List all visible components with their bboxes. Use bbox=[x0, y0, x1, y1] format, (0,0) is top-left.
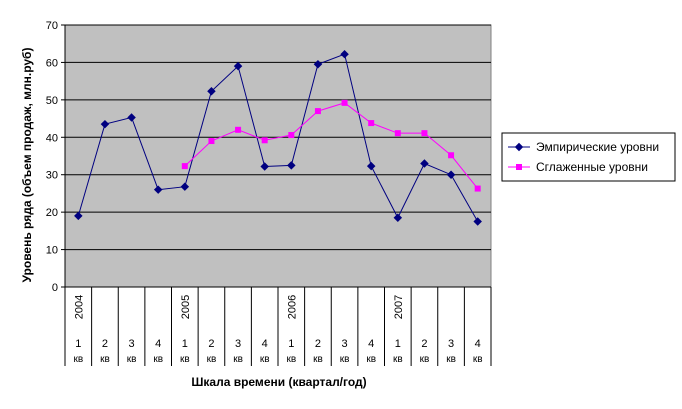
x-quarter-unit: кв bbox=[286, 354, 296, 365]
y-tick-label: 30 bbox=[46, 170, 58, 182]
data-point-empirical bbox=[260, 162, 269, 171]
data-point-empirical bbox=[393, 213, 403, 222]
x-quarter-label: 2 bbox=[315, 338, 321, 350]
y-tick-label: 20 bbox=[46, 207, 58, 219]
x-quarter-label: 4 bbox=[368, 338, 374, 350]
data-point-empirical bbox=[127, 113, 136, 122]
y-tick-label: 10 bbox=[46, 245, 58, 257]
y-tick-label: 50 bbox=[46, 95, 58, 107]
series-line-1 bbox=[184, 102, 479, 189]
data-point-smoothed bbox=[208, 138, 215, 145]
x-quarter-unit: кв bbox=[233, 354, 243, 365]
x-quarter-unit: кв bbox=[393, 354, 403, 365]
data-point-smoothed bbox=[394, 130, 401, 137]
data-point-smoothed bbox=[368, 120, 375, 127]
legend-marker-smoothed bbox=[516, 164, 522, 170]
y-tick-label: 70 bbox=[46, 20, 58, 32]
data-point-smoothed bbox=[448, 152, 455, 159]
legend-box bbox=[501, 132, 676, 182]
data-point-smoothed bbox=[421, 130, 428, 137]
y-axis: 0 10 20 30 40 50 60 70 bbox=[46, 20, 66, 294]
data-point-empirical bbox=[287, 161, 296, 170]
x-year-label: 2004 bbox=[73, 295, 85, 319]
x-quarter-label: 4 bbox=[262, 338, 268, 350]
plot-background bbox=[64, 24, 492, 288]
x-quarter-label: 1 bbox=[75, 338, 81, 350]
x-year-label: 2007 bbox=[393, 295, 405, 319]
x-quarter-label: 3 bbox=[342, 338, 348, 350]
data-point-empirical bbox=[233, 61, 243, 71]
data-point-empirical bbox=[340, 49, 349, 59]
gridlines bbox=[65, 24, 491, 251]
data-point-smoothed bbox=[181, 163, 188, 170]
x-quarter-unit: кв bbox=[420, 354, 430, 365]
series-line-0 bbox=[77, 53, 479, 222]
x-quarter-unit: кв bbox=[313, 354, 323, 365]
data-point-smoothed bbox=[288, 132, 295, 139]
series-layer bbox=[74, 49, 482, 226]
x-quarter-unit: кв bbox=[446, 354, 456, 365]
x-quarter-unit: кв bbox=[153, 354, 163, 365]
y-tick-label: 60 bbox=[46, 57, 58, 69]
x-quarter-label: 2 bbox=[102, 338, 108, 350]
data-point-smoothed bbox=[474, 185, 481, 192]
x-quarter-label: 1 bbox=[182, 338, 188, 350]
x-quarter-unit: кв bbox=[473, 354, 483, 365]
x-quarter-unit: кв bbox=[73, 354, 83, 365]
x-quarter-label: 4 bbox=[155, 338, 161, 350]
y-axis-title: Уровень ряда (объем продаж, млн.руб) bbox=[20, 48, 34, 283]
data-point-empirical bbox=[207, 87, 216, 96]
x-quarter-unit: кв bbox=[340, 354, 350, 365]
data-point-empirical bbox=[473, 217, 482, 226]
x-quarter-unit: кв bbox=[260, 354, 270, 365]
data-point-empirical bbox=[153, 185, 163, 194]
x-quarter-label: 4 bbox=[475, 338, 481, 350]
x-quarter-unit: кв bbox=[127, 354, 137, 365]
x-year-label: 2006 bbox=[286, 295, 298, 319]
data-point-empirical bbox=[420, 159, 429, 168]
legend-label-smoothed: Сглаженные уровни bbox=[536, 160, 648, 174]
plot-area bbox=[64, 24, 492, 288]
data-point-smoothed bbox=[314, 108, 321, 115]
data-point-smoothed bbox=[261, 137, 268, 144]
data-point-smoothed bbox=[341, 99, 348, 106]
x-year-label: 2005 bbox=[180, 295, 192, 319]
y-tick-label: 40 bbox=[46, 132, 58, 144]
data-point-empirical bbox=[366, 161, 376, 171]
x-quarter-label: 3 bbox=[235, 338, 241, 350]
x-axis-title: Шкала времени (квартал/год) bbox=[191, 375, 366, 389]
x-quarter-unit: кв bbox=[207, 354, 217, 365]
x-axis: 2004 2005 2006 2007 1 кв 2 кв 3 кв 4 кв 1 кв 2 кв 3 кв 4 кв… bbox=[64, 286, 492, 366]
x-quarter-unit: кв bbox=[180, 354, 190, 365]
legend-label-empirical: Эмпирические уровни bbox=[536, 140, 659, 154]
x-quarter-unit: кв bbox=[100, 354, 110, 365]
x-quarter-label: 3 bbox=[129, 338, 135, 350]
x-quarter-label: 3 bbox=[448, 338, 454, 350]
data-point-smoothed bbox=[235, 126, 242, 133]
data-point-empirical bbox=[180, 182, 190, 191]
x-quarter-label: 1 bbox=[395, 338, 401, 350]
x-quarter-unit: кв bbox=[366, 354, 376, 365]
data-point-empirical bbox=[74, 211, 83, 221]
x-quarter-label: 2 bbox=[421, 338, 427, 350]
x-quarter-label: 2 bbox=[208, 338, 214, 350]
legend: Эмпирические уровни Сглаженные уровни bbox=[501, 132, 676, 182]
y-tick-label: 0 bbox=[52, 282, 58, 294]
data-point-empirical bbox=[100, 119, 110, 129]
data-point-empirical bbox=[446, 170, 456, 179]
x-quarter-label: 1 bbox=[288, 338, 294, 350]
